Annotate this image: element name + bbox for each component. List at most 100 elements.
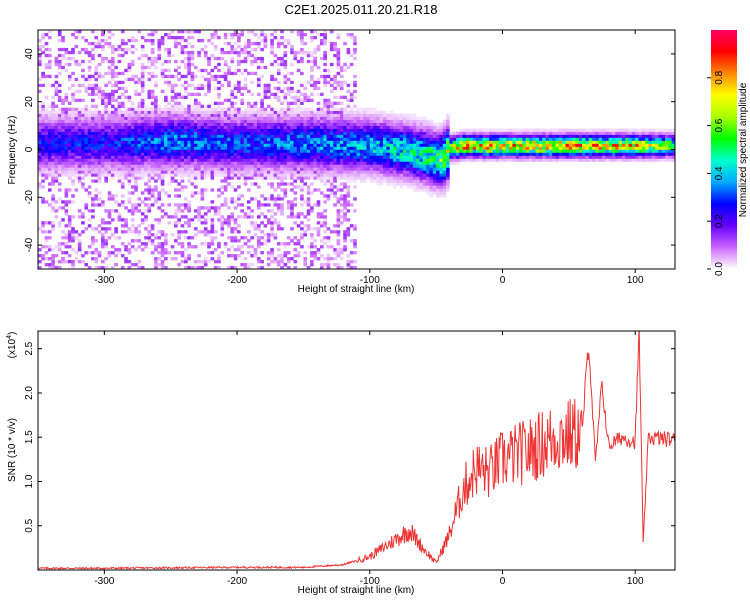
spectrogram-cell — [250, 119, 254, 123]
spectrogram-cell — [316, 248, 321, 252]
spectrogram-cell — [290, 137, 294, 141]
spectrogram-cell — [416, 128, 420, 132]
spectrogram-cell — [446, 152, 450, 156]
spectrogram-cell — [94, 35, 99, 40]
spectrogram-cell — [164, 119, 168, 123]
spectrogram-cell — [124, 68, 128, 73]
spectrogram-cell — [44, 158, 49, 162]
spectrogram-cell — [94, 227, 99, 231]
spectrogram-cell — [74, 125, 79, 129]
spectrogram-cell — [120, 47, 125, 52]
spectrogram-cell — [174, 74, 178, 79]
spectrogram-cell — [237, 143, 241, 147]
spectrogram-cell — [296, 104, 301, 108]
spectrogram-cell — [323, 104, 327, 108]
spectrogram-cell — [310, 119, 314, 123]
spectrogram-cell — [449, 143, 454, 147]
spectrogram-cell — [47, 74, 52, 79]
spectrogram-cell — [47, 122, 52, 126]
spectrogram-cell — [57, 119, 62, 123]
spectrogram-cell — [213, 47, 218, 52]
spectrogram-cell — [160, 119, 165, 123]
spectrogram-cell — [210, 158, 215, 162]
spectrogram-cell — [300, 167, 304, 171]
spectrogram-cell — [306, 158, 311, 162]
spectrogram-cell — [320, 56, 324, 61]
spectrogram-cell — [343, 170, 347, 174]
spectrogram-cell — [266, 110, 271, 114]
spectrogram-cell — [154, 119, 158, 123]
spectrogram-cell — [250, 92, 254, 97]
spectrogram-cell — [183, 86, 188, 91]
spectrogram-cell — [183, 221, 188, 225]
spectrogram-cell — [147, 125, 152, 129]
spectrogram-cell — [313, 30, 317, 34]
spectrogram-cell — [422, 140, 427, 144]
spectrogram-cell — [207, 143, 211, 147]
spectrogram-cell — [120, 41, 125, 46]
spectrogram-cell — [110, 167, 115, 171]
spectrogram-cell — [247, 245, 251, 249]
spectrogram-cell — [250, 245, 254, 249]
spectrogram-cell — [293, 119, 298, 123]
spectrogram-cell — [316, 80, 321, 85]
spectrogram-cell — [154, 158, 158, 162]
spectrogram-cell — [137, 167, 142, 171]
spectrogram-cell — [310, 77, 314, 82]
spectrogram-cell — [356, 158, 361, 162]
spectrogram-cell — [94, 161, 99, 165]
spectrogram-cell — [207, 140, 211, 144]
spectrogram-cell — [104, 167, 108, 171]
spectrogram-cell — [329, 191, 334, 195]
spectrogram-cell — [217, 86, 221, 91]
spectrogram-cell — [376, 152, 381, 156]
spectrogram-cell — [51, 254, 55, 258]
spectrogram-cell — [150, 62, 155, 67]
spectrogram-cell — [44, 110, 49, 114]
spectrogram-cell — [310, 155, 314, 159]
spectrogram-cell — [276, 221, 281, 225]
spectrogram-cell — [227, 110, 231, 114]
spectrogram-cell — [87, 161, 92, 165]
spectrogram-cell — [160, 209, 165, 213]
spectrogram-cell — [203, 146, 208, 150]
spectrogram-cell — [233, 152, 238, 156]
spectrogram-cell — [439, 131, 444, 135]
spectrogram-cell — [310, 38, 314, 43]
spectrogram-cell — [213, 30, 218, 34]
spectrogram-cell — [101, 110, 105, 114]
spectrogram-cell — [233, 221, 238, 225]
spectrogram-cell — [160, 263, 165, 267]
spectrogram-cell — [320, 176, 324, 180]
spectrogram-cell — [203, 260, 208, 264]
spectrogram-cell — [220, 251, 225, 255]
spectrogram-cell — [339, 164, 344, 168]
spectrogram-cell — [223, 131, 228, 135]
spectrogram-cell — [323, 101, 327, 105]
spectrogram-cell — [203, 113, 208, 117]
spectrogram-cell — [190, 164, 195, 168]
spectrogram-cell — [283, 161, 288, 165]
spectrogram-cell — [243, 158, 248, 162]
spectrogram-cell — [223, 149, 228, 153]
spectrogram-cell — [38, 149, 42, 153]
spectrogram-cell — [57, 167, 62, 171]
spectrogram-cell — [399, 119, 404, 123]
spectrogram-cell — [74, 140, 79, 144]
spectrogram-cell — [71, 194, 75, 198]
spectrogram-cell — [286, 71, 291, 76]
spectrogram-cell — [134, 146, 138, 150]
spectrogram-cell — [339, 107, 344, 111]
spectrogram-cell — [243, 77, 248, 82]
spectrogram-cell — [439, 179, 444, 183]
spectrogram-cell — [399, 173, 404, 177]
spectrogram-cell — [84, 170, 89, 174]
spectrogram-cell — [313, 158, 317, 162]
spectrogram-cell — [376, 143, 381, 147]
spectrogram-cell — [147, 113, 152, 117]
spectrogram-cell — [154, 116, 158, 120]
spectrogram-cell — [266, 89, 271, 94]
spectrogram-cell — [432, 143, 437, 147]
spectrogram-cell — [386, 128, 390, 132]
spectrogram-cell — [187, 62, 191, 67]
